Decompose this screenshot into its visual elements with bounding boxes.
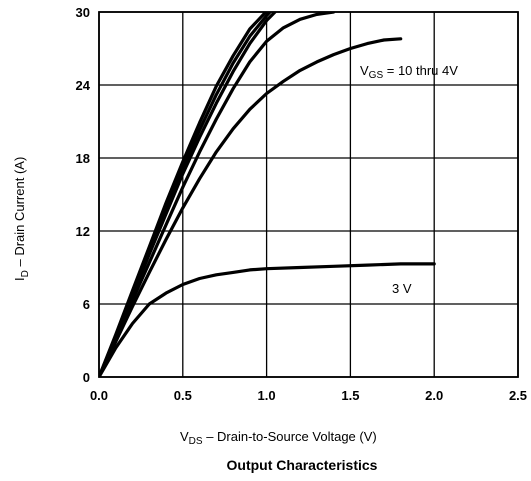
y-tick-label: 6 [83, 297, 90, 312]
series-line-5 [99, 37, 403, 377]
chart-caption: Output Characteristics [227, 457, 378, 473]
annotation-3v: 3 V [392, 281, 412, 296]
y-tick-label: 18 [76, 151, 90, 166]
x-tick-label: 0.0 [90, 388, 108, 403]
plot-frame [98, 11, 519, 378]
x-axis-label: VDS – Drain-to-Source Voltage (V) [180, 429, 377, 447]
x-tick-label: 0.5 [174, 388, 192, 403]
series-line-3 [99, 12, 277, 377]
y-tick-label: 30 [76, 5, 90, 20]
y-tick-label: 24 [76, 78, 91, 93]
series-line-4 [99, 12, 336, 377]
annotation-vgs-range: VGS = 10 thru 4V [360, 63, 458, 81]
y-tick-label: 12 [76, 224, 90, 239]
x-tick-label: 2.5 [509, 388, 527, 403]
series-line-6 [99, 262, 436, 377]
y-axis-label: ID – Drain Current (A) [12, 157, 31, 281]
y-tick-labels: 0 6 12 18 24 30 [76, 5, 91, 385]
x-tick-label: 1.0 [258, 388, 276, 403]
x-tick-labels: 0.0 0.5 1.0 1.5 2.0 2.5 [90, 388, 527, 403]
series-group [99, 12, 436, 377]
x-tick-label: 1.5 [341, 388, 359, 403]
x-tick-label: 2.0 [425, 388, 443, 403]
y-tick-label: 0 [83, 370, 90, 385]
